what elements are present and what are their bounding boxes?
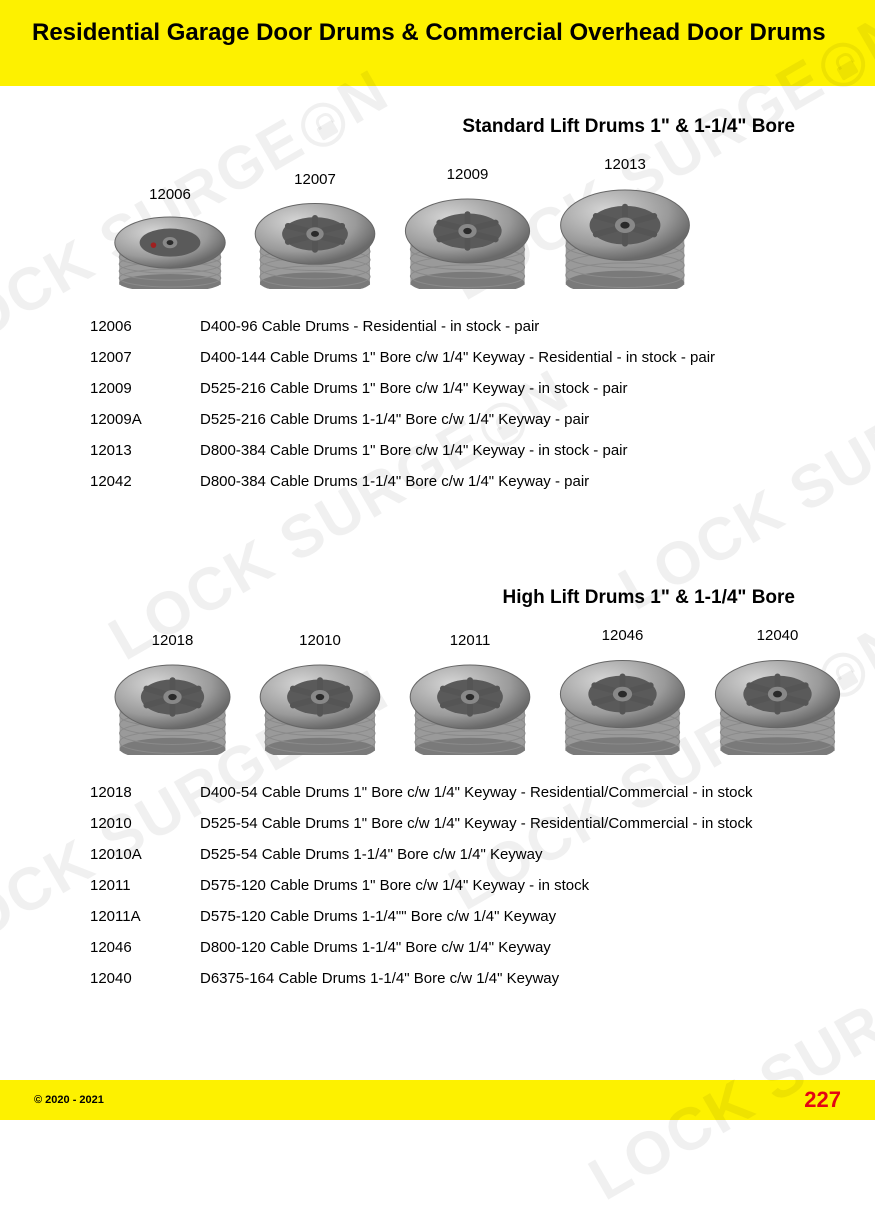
spec-code: 12011: [90, 877, 200, 894]
spec-code: 12007: [90, 349, 200, 366]
spec-row: 12007D400-144 Cable Drums 1" Bore c/w 1/…: [90, 342, 815, 373]
page-title: Residential Garage Door Drums & Commerci…: [32, 18, 843, 48]
drum-item: 12011: [405, 632, 535, 755]
spec-row: 12040D6375-164 Cable Drums 1-1/4" Bore c…: [90, 963, 815, 994]
page-number: 227: [804, 1087, 841, 1113]
drum-icon: [555, 179, 695, 289]
spec-row: 12010D525-54 Cable Drums 1" Bore c/w 1/4…: [90, 808, 815, 839]
drum-icon: [110, 209, 230, 289]
drum-item: 12018: [110, 632, 235, 755]
drum-code-label: 12013: [604, 156, 646, 173]
drum-icon: [110, 655, 235, 755]
drum-item: 12046: [555, 627, 690, 755]
spec-description: D400-144 Cable Drums 1" Bore c/w 1/4" Ke…: [200, 349, 815, 366]
spec-description: D800-384 Cable Drums 1" Bore c/w 1/4" Ke…: [200, 442, 815, 459]
drum-code-label: 12046: [602, 627, 644, 644]
drum-image-row-standard: 12006 12007: [40, 156, 835, 289]
spec-row: 12046D800-120 Cable Drums 1-1/4" Bore c/…: [90, 932, 815, 963]
spec-code: 12018: [90, 784, 200, 801]
spec-code: 12010: [90, 815, 200, 832]
spec-description: D800-120 Cable Drums 1-1/4" Bore c/w 1/4…: [200, 939, 815, 956]
spec-row: 12013D800-384 Cable Drums 1" Bore c/w 1/…: [90, 435, 815, 466]
spec-description: D575-120 Cable Drums 1-1/4"" Bore c/w 1/…: [200, 908, 815, 925]
drum-code-label: 12011: [450, 632, 491, 649]
drum-item: 12010: [255, 632, 385, 755]
spec-description: D800-384 Cable Drums 1-1/4" Bore c/w 1/4…: [200, 473, 815, 490]
drum-icon: [400, 189, 535, 289]
spec-row: 12010AD525-54 Cable Drums 1-1/4" Bore c/…: [90, 839, 815, 870]
drum-icon: [255, 655, 385, 755]
drum-code-label: 12006: [149, 186, 191, 203]
spec-description: D525-54 Cable Drums 1-1/4" Bore c/w 1/4"…: [200, 846, 815, 863]
spec-description: D575-120 Cable Drums 1" Bore c/w 1/4" Ke…: [200, 877, 815, 894]
drum-icon: [555, 650, 690, 755]
drum-code-label: 12018: [152, 632, 194, 649]
spec-code: 12006: [90, 318, 200, 335]
spec-code: 12011A: [90, 908, 200, 925]
spec-code: 12009A: [90, 411, 200, 428]
section-title-standard: Standard Lift Drums 1" & 1-1/4" Bore: [40, 116, 835, 138]
drum-item: 12006: [110, 186, 230, 289]
drum-code-label: 12010: [299, 632, 341, 649]
drum-code-label: 12040: [757, 627, 799, 644]
drum-icon: [405, 655, 535, 755]
drum-code-label: 12009: [447, 166, 489, 183]
spec-row: 12011D575-120 Cable Drums 1" Bore c/w 1/…: [90, 870, 815, 901]
spec-row: 12042D800-384 Cable Drums 1-1/4" Bore c/…: [90, 466, 815, 497]
spec-row: 12006D400-96 Cable Drums - Residential -…: [90, 311, 815, 342]
spec-description: D525-216 Cable Drums 1" Bore c/w 1/4" Ke…: [200, 380, 815, 397]
header-bar: Residential Garage Door Drums & Commerci…: [0, 0, 875, 86]
drum-image-row-highlift: 12018 12010: [40, 627, 835, 755]
spec-description: D6375-164 Cable Drums 1-1/4" Bore c/w 1/…: [200, 970, 815, 987]
spec-row: 12011AD575-120 Cable Drums 1-1/4"" Bore …: [90, 901, 815, 932]
drum-icon: [710, 650, 845, 755]
drum-item: 12009: [400, 166, 535, 289]
spec-row: 12018D400-54 Cable Drums 1" Bore c/w 1/4…: [90, 777, 815, 808]
spec-code: 12042: [90, 473, 200, 490]
drum-icon: [250, 194, 380, 289]
drum-item: 12007: [250, 171, 380, 289]
spec-code: 12009: [90, 380, 200, 397]
spec-table-standard: 12006D400-96 Cable Drums - Residential -…: [40, 311, 835, 497]
spec-row: 12009AD525-216 Cable Drums 1-1/4" Bore c…: [90, 404, 815, 435]
spec-code: 12040: [90, 970, 200, 987]
section-title-highlift: High Lift Drums 1" & 1-1/4" Bore: [40, 587, 835, 609]
spec-description: D400-96 Cable Drums - Residential - in s…: [200, 318, 815, 335]
drum-item: 12040: [710, 627, 845, 755]
spec-description: D525-54 Cable Drums 1" Bore c/w 1/4" Key…: [200, 815, 815, 832]
spec-code: 12013: [90, 442, 200, 459]
spec-code: 12046: [90, 939, 200, 956]
drum-code-label: 12007: [294, 171, 336, 188]
copyright: © 2020 - 2021: [34, 1094, 104, 1106]
spec-table-highlift: 12018D400-54 Cable Drums 1" Bore c/w 1/4…: [40, 777, 835, 994]
spec-row: 12009D525-216 Cable Drums 1" Bore c/w 1/…: [90, 373, 815, 404]
drum-item: 12013: [555, 156, 695, 289]
spec-code: 12010A: [90, 846, 200, 863]
spec-description: D525-216 Cable Drums 1-1/4" Bore c/w 1/4…: [200, 411, 815, 428]
spec-description: D400-54 Cable Drums 1" Bore c/w 1/4" Key…: [200, 784, 815, 801]
footer-bar: © 2020 - 2021 227: [0, 1080, 875, 1120]
